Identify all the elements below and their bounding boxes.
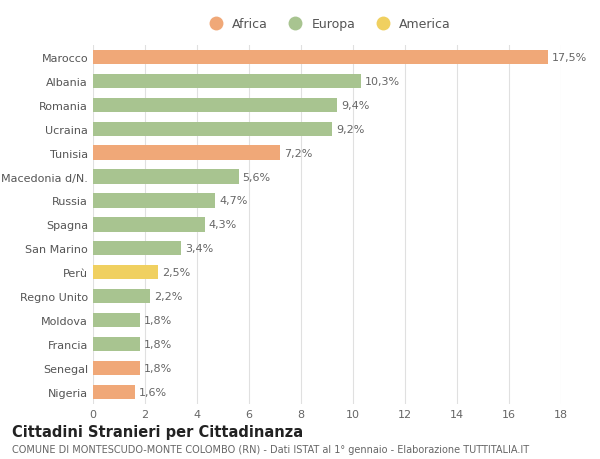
Text: 3,4%: 3,4% bbox=[185, 244, 214, 254]
Text: 4,7%: 4,7% bbox=[219, 196, 247, 206]
Text: 1,8%: 1,8% bbox=[144, 363, 172, 373]
Text: 1,6%: 1,6% bbox=[139, 387, 167, 397]
Bar bbox=[93, 98, 337, 113]
Text: 1,8%: 1,8% bbox=[144, 339, 172, 349]
Text: 9,4%: 9,4% bbox=[341, 101, 370, 111]
Bar bbox=[93, 289, 150, 304]
Bar bbox=[93, 170, 239, 185]
Text: 1,8%: 1,8% bbox=[144, 315, 172, 325]
Bar bbox=[93, 337, 140, 352]
Text: COMUNE DI MONTESCUDO-MONTE COLOMBO (RN) - Dati ISTAT al 1° gennaio - Elaborazion: COMUNE DI MONTESCUDO-MONTE COLOMBO (RN) … bbox=[12, 444, 529, 454]
Text: 9,2%: 9,2% bbox=[336, 124, 364, 134]
Text: 5,6%: 5,6% bbox=[242, 172, 271, 182]
Text: 10,3%: 10,3% bbox=[365, 77, 400, 87]
Text: 2,5%: 2,5% bbox=[162, 268, 190, 278]
Bar bbox=[93, 385, 134, 399]
Bar bbox=[93, 241, 181, 256]
Bar bbox=[93, 313, 140, 328]
Bar bbox=[93, 122, 332, 137]
Bar bbox=[93, 74, 361, 89]
Bar bbox=[93, 146, 280, 161]
Text: 2,2%: 2,2% bbox=[154, 291, 182, 302]
Text: 7,2%: 7,2% bbox=[284, 148, 313, 158]
Bar bbox=[93, 50, 548, 65]
Bar bbox=[93, 218, 205, 232]
Text: 4,3%: 4,3% bbox=[209, 220, 237, 230]
Text: 17,5%: 17,5% bbox=[552, 53, 587, 63]
Text: Cittadini Stranieri per Cittadinanza: Cittadini Stranieri per Cittadinanza bbox=[12, 425, 303, 440]
Bar bbox=[93, 194, 215, 208]
Bar bbox=[93, 265, 158, 280]
Legend: Africa, Europa, America: Africa, Europa, America bbox=[198, 13, 456, 36]
Bar bbox=[93, 361, 140, 375]
